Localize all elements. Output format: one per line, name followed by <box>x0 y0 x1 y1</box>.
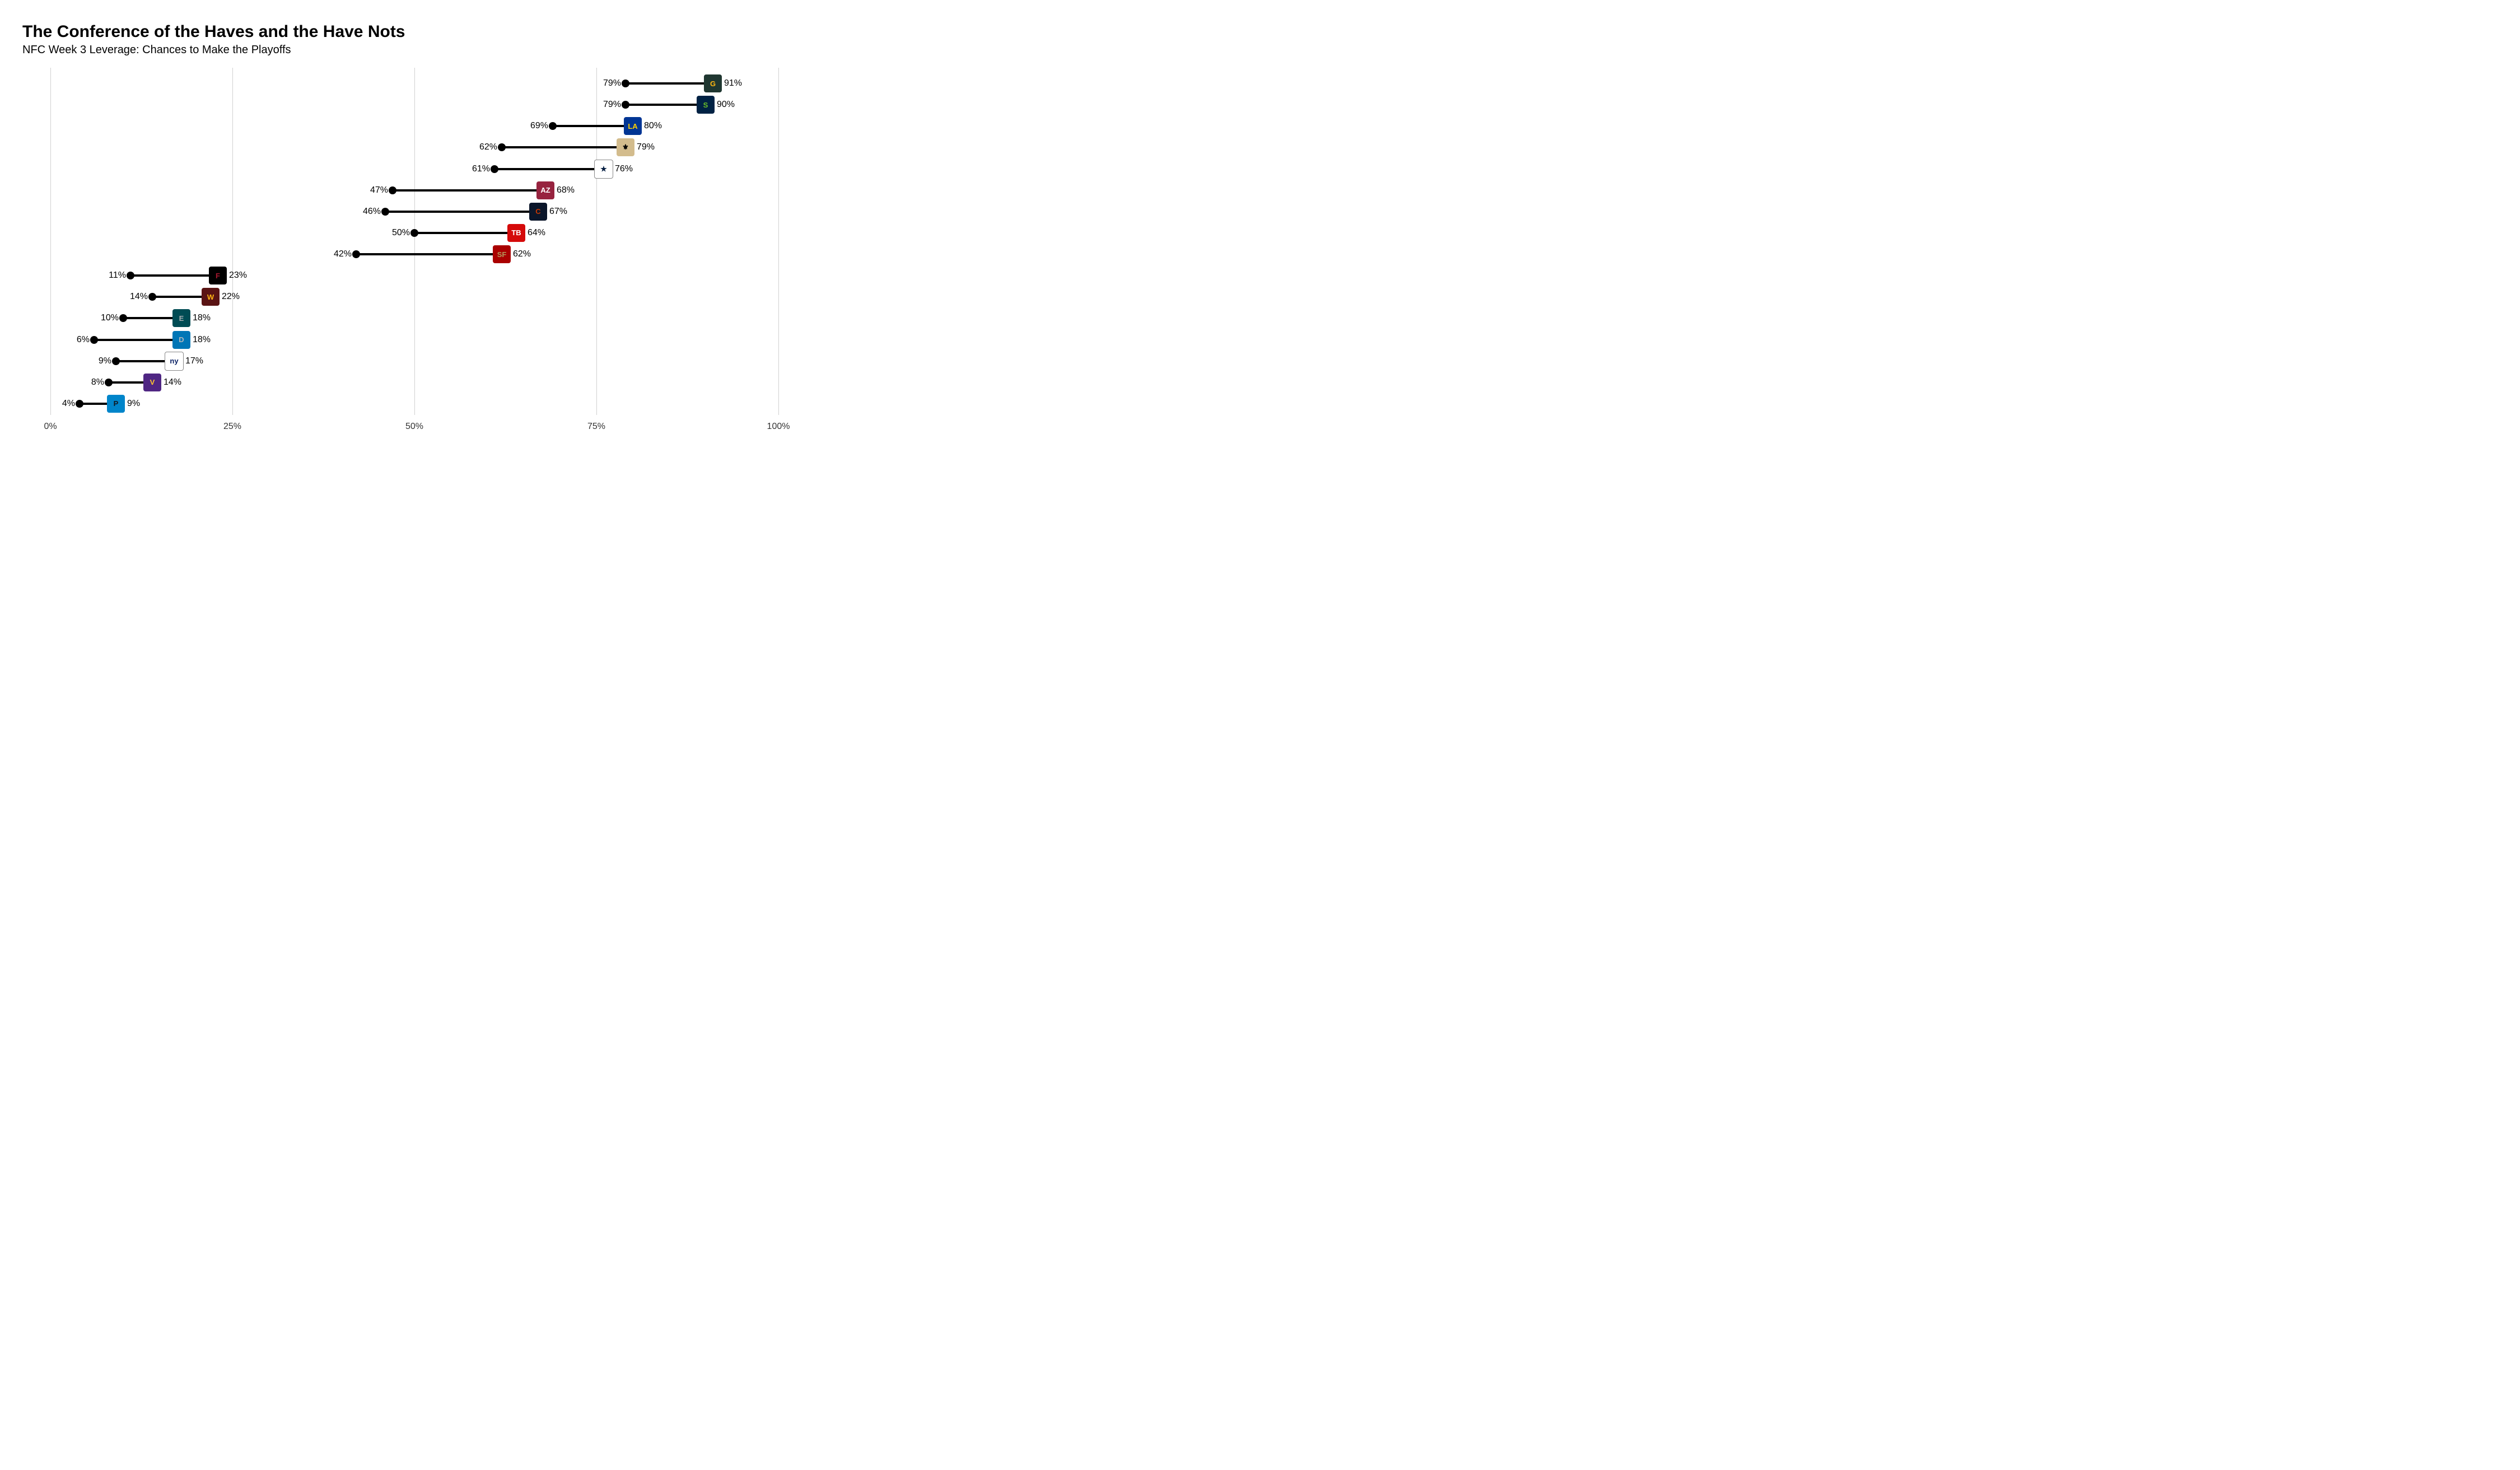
dumbbell-line <box>502 146 626 148</box>
team-row: 4% P9% <box>50 394 778 414</box>
gridline <box>778 68 779 415</box>
low-label: 47% <box>388 185 406 195</box>
plot-area: 0%25%50%75%100%79%G91%79%S90%69%LA80%62%… <box>50 68 778 437</box>
x-tick-label: 25% <box>223 422 241 432</box>
low-label: 69% <box>548 121 566 131</box>
dumbbell-line <box>494 168 604 170</box>
high-label: 22% <box>222 292 240 302</box>
team-row: 6% D18% <box>50 330 778 350</box>
team-row: 62% ⚜79% <box>50 137 778 157</box>
chart-title: The Conference of the Haves and the Have… <box>22 22 806 41</box>
dumbbell-line <box>393 189 545 192</box>
low-label: 6% <box>90 335 102 345</box>
low-label: 46% <box>381 207 399 217</box>
high-label: 23% <box>229 270 247 281</box>
chart-subtitle: NFC Week 3 Leverage: Chances to Make the… <box>22 44 806 57</box>
team-icon: ny <box>165 352 184 371</box>
team-icon: E <box>172 309 190 327</box>
low-label: 50% <box>410 228 428 238</box>
team-row: 10% E18% <box>50 308 778 328</box>
team-icon: ★ <box>594 160 613 179</box>
team-icon: P <box>107 395 125 413</box>
team-row: 11% F23% <box>50 265 778 286</box>
dumbbell-line <box>94 339 181 341</box>
high-label: 80% <box>644 121 662 131</box>
high-label: 18% <box>193 335 211 345</box>
low-label: 62% <box>497 142 515 152</box>
dumbbell-line <box>414 232 516 234</box>
team-icon: S <box>697 96 715 114</box>
team-icon: LA <box>624 117 642 135</box>
high-label: 62% <box>513 249 531 259</box>
team-icon: D <box>172 331 190 349</box>
team-icon: TB <box>507 224 525 242</box>
team-icon: W <box>202 288 220 306</box>
low-label: 42% <box>352 249 370 259</box>
team-row: 14% W22% <box>50 287 778 307</box>
low-label: 10% <box>119 313 137 323</box>
team-row: 61% ★76% <box>50 159 778 179</box>
team-icon: C <box>529 203 547 221</box>
x-tick-label: 75% <box>587 422 605 432</box>
high-label: 9% <box>127 399 140 409</box>
team-icon: SF <box>493 245 511 263</box>
high-label: 68% <box>557 185 575 195</box>
dumbbell-line <box>385 211 538 213</box>
team-icon: ⚜ <box>617 138 634 156</box>
team-row: 50% TB64% <box>50 223 778 243</box>
team-row: 8% V14% <box>50 372 778 393</box>
dumbbell-line <box>356 253 502 255</box>
high-label: 17% <box>185 356 203 366</box>
team-icon: G <box>704 74 722 92</box>
low-label: 79% <box>621 100 639 110</box>
low-label: 8% <box>104 377 117 388</box>
low-label: 9% <box>111 356 124 366</box>
team-icon: AZ <box>536 181 554 199</box>
high-label: 18% <box>193 313 211 323</box>
team-row: 47% AZ68% <box>50 180 778 200</box>
team-icon: F <box>209 267 227 284</box>
x-tick-label: 50% <box>405 422 423 432</box>
low-label: 11% <box>126 270 143 281</box>
team-row: 79% S90% <box>50 95 778 115</box>
team-row: 46% C67% <box>50 202 778 222</box>
x-tick-label: 100% <box>767 422 790 432</box>
high-label: 64% <box>528 228 545 238</box>
team-row: 69% LA80% <box>50 116 778 136</box>
high-label: 67% <box>549 207 567 217</box>
high-label: 14% <box>164 377 181 388</box>
low-label: 79% <box>621 78 639 88</box>
low-label: 4% <box>75 399 88 409</box>
team-row: 9% ny17% <box>50 351 778 371</box>
team-row: 79% G91% <box>50 73 778 94</box>
high-label: 90% <box>717 100 735 110</box>
low-label: 61% <box>490 164 508 174</box>
high-label: 76% <box>615 164 633 174</box>
chart-container: The Conference of the Haves and the Have… <box>22 22 806 437</box>
dumbbell-line <box>130 274 218 277</box>
team-row: 42% SF62% <box>50 244 778 264</box>
x-tick-label: 0% <box>44 422 57 432</box>
high-label: 79% <box>637 142 655 152</box>
low-label: 14% <box>148 292 166 302</box>
team-icon: V <box>143 374 161 391</box>
high-label: 91% <box>724 78 742 88</box>
